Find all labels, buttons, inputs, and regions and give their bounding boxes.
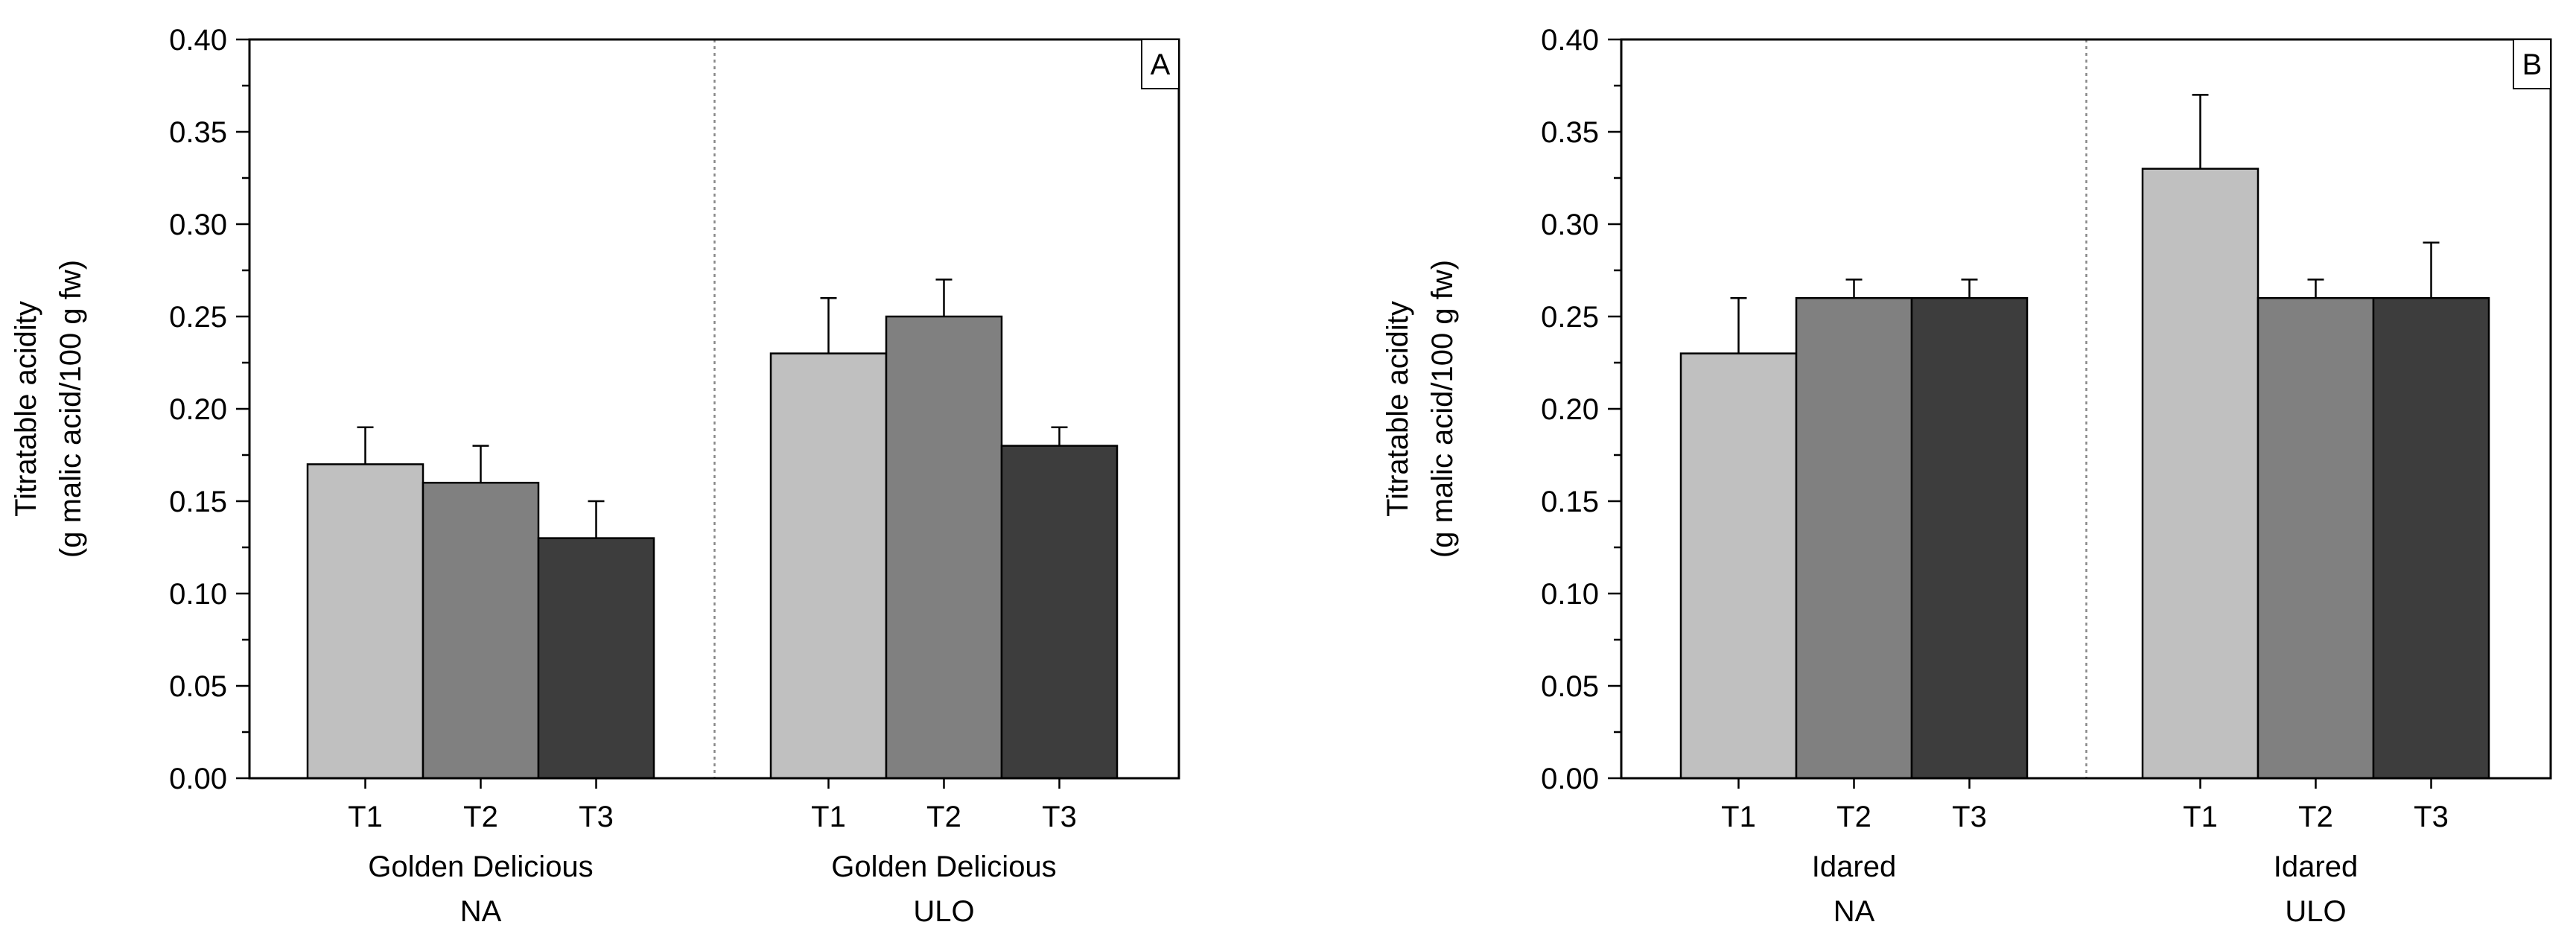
group-label-line2: NA [1834,895,1875,928]
group-label-line2: ULO [2285,895,2346,928]
y-tick-label: 0.00 [1541,763,1599,795]
y-tick-label: 0.05 [1541,670,1599,703]
x-tick-label: T3 [1952,801,1987,833]
y-tick-label: 0.00 [169,763,227,795]
y-axis-label-line2: (g malic acid/100 g fw) [54,260,87,558]
bar-t1 [769,352,888,780]
group-label-line1: Idared [1812,850,1896,883]
y-axis-label-line2: (g malic acid/100 g fw) [1426,260,1459,558]
x-tick-label: T2 [463,801,498,833]
y-tick-label: 0.30 [1541,209,1599,241]
chart-panel-a: T1 T2 T3 Golden Delicious NA T1 T2 T3 Golden Del… [10,24,1180,928]
y-tick-label: 0.25 [169,301,227,334]
x-tick-label: T1 [348,801,383,833]
x-tick-label: T1 [811,801,846,833]
y-tick-label: 0.25 [1541,301,1599,334]
group-label-line2: NA [460,895,502,928]
bar-t1 [306,463,424,780]
y-tick-label: 0.30 [169,209,227,241]
x-tick-label: T1 [2183,801,2218,833]
x-tick-label: T3 [1042,801,1077,833]
y-axis-label-line1: Titratable acidity [1381,301,1414,517]
panel-label-box [2513,39,2551,89]
panel-label-box [1141,39,1180,89]
y-tick-label: 0.35 [1541,116,1599,149]
y-tick-label: 0.05 [169,670,227,703]
bar-t2 [885,315,1003,780]
y-tick-label: 0.10 [169,578,227,611]
chart-panel-b: T1 T2 T3 Idared NA T1 T2 T3 Idared ULO 0.00 0.05 0.1… [1381,24,2552,928]
group-label-line1: Golden Delicious [831,850,1056,883]
x-tick-label: T2 [1836,801,1871,833]
bar-t3 [1910,296,2029,780]
bar-t2 [422,481,540,780]
y-tick-label: 0.10 [1541,578,1599,611]
bar-t2 [2257,296,2375,780]
x-tick-label: T2 [926,801,961,833]
x-tick-label: T1 [1721,801,1756,833]
x-tick-label: T2 [2298,801,2333,833]
x-tick-label: T3 [579,801,614,833]
x-tick-label: T3 [2414,801,2449,833]
y-tick-label: 0.15 [169,486,227,518]
bar-t1 [2141,168,2259,780]
bar-t3 [1000,445,1119,780]
y-tick-label: 0.15 [1541,486,1599,518]
bar-t2 [1795,296,1913,780]
y-tick-label: 0.40 [1541,24,1599,57]
panel-label: A [1151,48,1171,81]
y-tick-label: 0.20 [1541,393,1599,426]
group-label-line1: Idared [2274,850,2358,883]
bar-t1 [1679,352,1798,780]
y-tick-label: 0.40 [169,24,227,57]
y-tick-label: 0.35 [169,116,227,149]
bar-t3 [2372,296,2490,780]
bar-t3 [537,537,655,780]
y-axis-label-line1: Titratable acidity [10,301,42,517]
panel-label: B [2522,48,2542,81]
y-tick-label: 0.20 [169,393,227,426]
group-label-line2: ULO [913,895,974,928]
group-label-line1: Golden Delicious [368,850,593,883]
